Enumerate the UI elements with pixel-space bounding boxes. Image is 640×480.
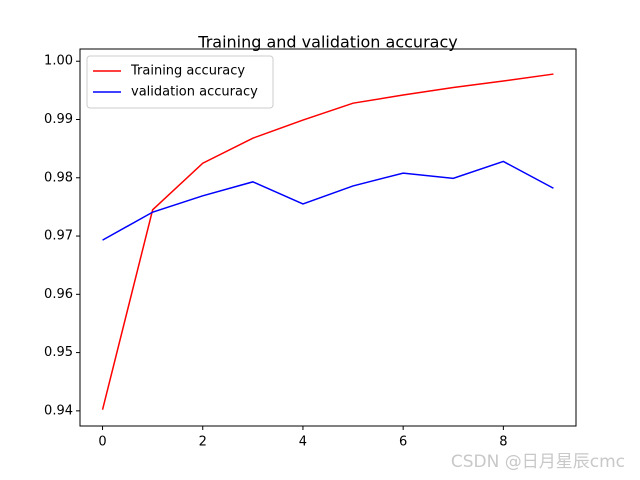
axes-frame	[79, 48, 577, 427]
y-tick-label: 0.96	[44, 287, 73, 302]
x-tick-label: 2	[199, 435, 207, 450]
legend-box	[86, 55, 274, 109]
y-tick-label: 1.00	[44, 54, 73, 69]
series-line	[102, 160, 554, 241]
legend-label: validation accuracy	[131, 85, 258, 100]
y-tick-label: 0.97	[44, 229, 73, 244]
y-tick-label: 0.99	[44, 112, 73, 127]
x-tick-label: 4	[299, 435, 307, 450]
y-tick-label: 0.95	[44, 345, 73, 360]
y-tick-label: 0.98	[44, 170, 73, 185]
series-line	[101, 73, 554, 410]
chart-title: Training and validation accuracy	[197, 33, 457, 52]
y-tick-label: 0.94	[44, 403, 73, 418]
x-tick-label: 0	[98, 435, 106, 450]
x-tick-label: 6	[399, 435, 407, 450]
watermark: CSDN @日月星辰cmc	[451, 452, 625, 472]
x-tick-label: 8	[499, 435, 507, 450]
legend-label: Training accuracy	[130, 64, 245, 79]
